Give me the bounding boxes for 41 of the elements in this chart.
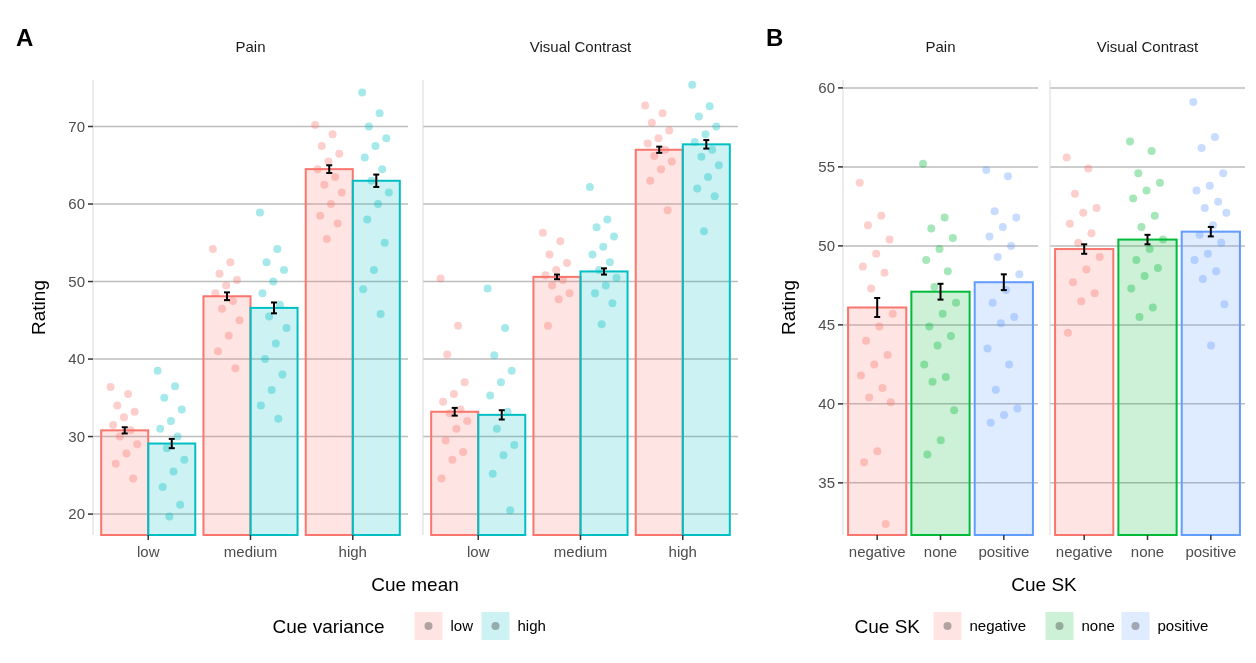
x-tick-label: medium xyxy=(223,543,278,560)
y-tick-label: 55 xyxy=(818,158,835,176)
y-tick-label: 35 xyxy=(818,474,835,492)
x-tick-label: medium xyxy=(553,543,608,560)
y-tick-label: 50 xyxy=(818,237,835,255)
x-axis-title: Cue SK xyxy=(1011,574,1078,595)
text: B xyxy=(766,24,784,51)
y-axis-title: Rating xyxy=(28,280,49,335)
category-label: positive xyxy=(1157,617,1209,635)
y-tick-label: 30 xyxy=(68,427,85,445)
category-label: negative xyxy=(969,617,1027,635)
legend-label: high xyxy=(517,617,546,635)
y-tick-label: 60 xyxy=(818,79,835,97)
x-tick-label: negative xyxy=(1055,543,1113,560)
x-tick-label: high xyxy=(668,543,697,560)
y-tick-label: 20 xyxy=(68,505,85,523)
y-tick-label: 45 xyxy=(818,316,835,334)
chart-title: Visual Contrast xyxy=(529,38,633,55)
legend-title: Cue SK xyxy=(854,615,921,637)
x-tick-label: positive xyxy=(1185,543,1237,560)
chart-title: Pain xyxy=(925,38,956,55)
chart-title: Visual Contrast xyxy=(1096,38,1200,55)
text: A xyxy=(16,24,34,51)
x-tick-label: none xyxy=(923,543,958,560)
x-tick-label: positive xyxy=(978,543,1030,560)
x-tick-label: low xyxy=(136,543,160,560)
y-axis-title: Rating xyxy=(778,280,799,335)
category-label: none xyxy=(1081,617,1115,635)
y-tick-label: 40 xyxy=(818,395,835,413)
x-axis-title: Cue mean xyxy=(371,574,459,595)
x-tick-label: none xyxy=(1130,543,1165,560)
legend-label: low xyxy=(450,617,474,635)
y-tick-label: 50 xyxy=(68,272,85,290)
legend-title: Cue variance xyxy=(272,615,385,637)
y-tick-label: 70 xyxy=(68,117,85,135)
y-tick-label: 40 xyxy=(68,350,85,368)
x-tick-label: low xyxy=(466,543,490,560)
x-tick-label: high xyxy=(338,543,367,560)
chart-title: Pain xyxy=(235,38,266,55)
y-tick-label: 60 xyxy=(68,195,85,213)
x-tick-label: negative xyxy=(848,543,906,560)
